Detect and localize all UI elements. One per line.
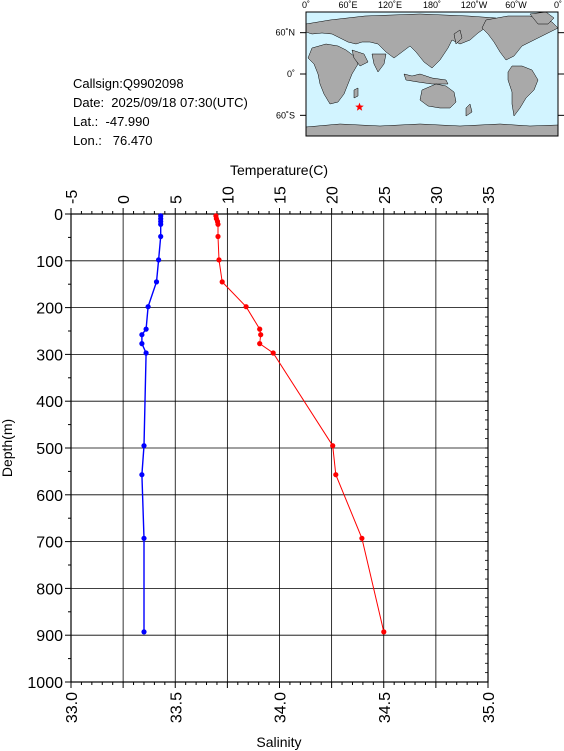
depth-tick-label: 800 — [36, 581, 63, 598]
salinity-tick-labels: 33.0 33.5 34.0 34.5 35.0 — [64, 692, 498, 723]
chart-grid — [71, 214, 488, 682]
salinity-tick-label: 35.0 — [481, 692, 498, 723]
salinity-data-point — [139, 472, 145, 478]
temperature-data-point — [215, 221, 221, 227]
series-layer — [139, 213, 387, 635]
depth-tick-label: 0 — [54, 207, 63, 224]
temperature-data-point — [381, 629, 387, 635]
depth-tick-label: 200 — [36, 301, 63, 318]
salinity-tick-label: 33.5 — [168, 692, 185, 723]
salinity-data-point — [141, 443, 147, 449]
salinity-data-point — [139, 332, 145, 338]
temperature-tick-labels: -5 0 5 10 15 20 25 30 35 — [64, 186, 498, 204]
map-lon-label: 180˚ — [423, 0, 441, 10]
depth-tick-label: 600 — [36, 488, 63, 505]
temperature-data-point — [257, 326, 263, 332]
salinity-tick-label: 34.0 — [273, 692, 290, 723]
land-india — [371, 53, 387, 73]
land-australia — [419, 83, 457, 109]
salinity-data-point — [158, 233, 164, 240]
map-lon-label: 0˚ — [302, 0, 310, 10]
temperature-data-point — [257, 341, 263, 347]
temperature-data-point — [333, 472, 339, 478]
temperature-tick-label: 20 — [325, 186, 342, 204]
salinity-data-point — [145, 304, 151, 310]
land-japan — [453, 29, 463, 45]
map-lon-label: 60˚E — [338, 0, 357, 10]
salinity-data-point — [143, 326, 149, 332]
map-lon-label: 0˚ — [554, 0, 562, 10]
depth-tick-labels: 0 100 200 300 400 500 600 700 800 900 1000 — [27, 207, 63, 692]
location-marker — [355, 102, 364, 111]
latitude-text: Lat.: -47.990 — [73, 114, 150, 129]
salinity-axis-title: Salinity — [256, 734, 301, 750]
salinity-series-line — [141, 215, 162, 632]
plot-frame — [70, 213, 489, 683]
salinity-data-point — [143, 350, 149, 356]
land-new-zealand — [465, 103, 473, 117]
temperature-axis-title: Temperature(C) — [230, 162, 328, 178]
temperature-data-point — [243, 304, 249, 310]
temperature-data-point — [258, 332, 264, 338]
map-lon-label: 60˚W — [505, 0, 527, 10]
map-lat-label: 60˚N — [275, 28, 295, 38]
temperature-data-point — [219, 279, 225, 285]
longitude-text: Lon.: 76.470 — [73, 133, 153, 148]
depth-tick-label: 300 — [36, 347, 63, 364]
depth-axis-title: Depth(m) — [0, 419, 15, 477]
salinity-data-point — [139, 341, 145, 347]
land-arabia — [351, 49, 369, 67]
temperature-data-point — [215, 233, 221, 240]
temperature-tick-label: 25 — [377, 186, 394, 204]
date-text: Date: 2025/09/18 07:30(UTC) — [73, 95, 248, 110]
temperature-tick-label: 35 — [481, 186, 498, 204]
salinity-tick-label: 33.0 — [64, 692, 81, 723]
depth-tick-label: 400 — [36, 394, 63, 411]
temperature-tick-label: -5 — [64, 190, 81, 204]
salinity-data-point — [156, 257, 162, 263]
depth-tick-label: 500 — [36, 441, 63, 458]
depth-tick-label: 700 — [36, 535, 63, 552]
map-lat-label: 0˚ — [287, 69, 295, 79]
temperature-tick-label: 5 — [168, 195, 185, 204]
temperature-tick-label: 10 — [220, 186, 237, 204]
temperature-series-line — [215, 215, 385, 633]
salinity-data-point — [153, 279, 160, 285]
map-land — [305, 11, 559, 137]
temperature-tick-label: 0 — [116, 195, 133, 204]
map-marker-layer — [355, 102, 364, 111]
temperature-data-point — [270, 350, 276, 356]
profile-info: Callsign:Q9902098 Date: 2025/09/18 07:30… — [73, 74, 248, 150]
land-africa — [307, 43, 359, 105]
depth-tick-label: 100 — [36, 254, 63, 271]
callsign-text: Callsign:Q9902098 — [73, 76, 184, 91]
map-lon-label: 120˚E — [378, 0, 402, 10]
temperature-data-point — [330, 443, 336, 449]
land-antarctica — [305, 123, 559, 137]
depth-tick-label: 1000 — [27, 675, 63, 692]
temperature-tick-label: 15 — [273, 186, 290, 204]
temperature-data-point — [216, 257, 222, 263]
map-lat-label: 60˚S — [276, 110, 295, 120]
map-latitude-labels: 60˚N 0˚ 60˚S — [275, 28, 564, 120]
salinity-data-point — [158, 221, 164, 227]
temperature-data-point — [359, 535, 365, 541]
map-lon-label: 120˚W — [461, 0, 488, 10]
salinity-tick-label: 34.5 — [377, 692, 394, 723]
land-madagascar — [353, 87, 359, 99]
land-south-america — [507, 65, 539, 117]
map-longitude-labels: 0˚ 60˚E 120˚E 180˚ 120˚W 60˚W 0˚ — [302, 0, 562, 10]
salinity-data-point — [141, 629, 147, 635]
salinity-data-point — [141, 535, 147, 541]
land-indonesia — [403, 73, 449, 85]
temperature-tick-label: 30 — [429, 186, 446, 204]
world-map: 0˚ 60˚E 120˚E 180˚ 120˚W 60˚W 0˚ 60˚N 0˚ 60˚S — [275, 0, 564, 137]
depth-tick-label: 900 — [36, 628, 63, 645]
